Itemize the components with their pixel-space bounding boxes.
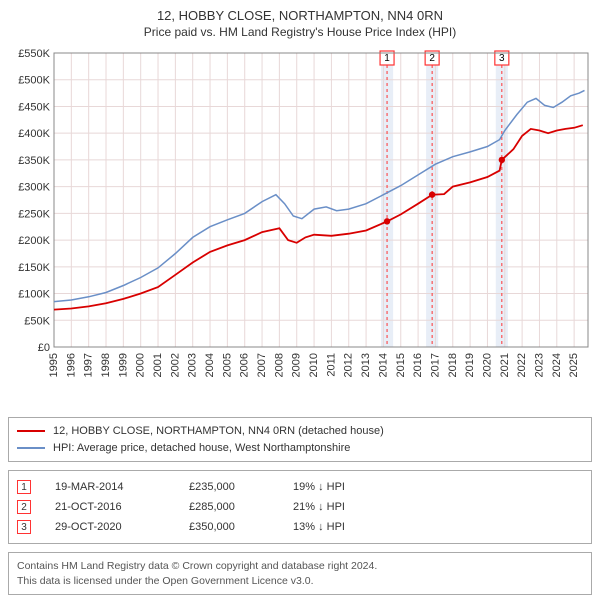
svg-text:£150K: £150K [18,262,50,274]
chart-svg: 1 2 3 £0 £50K £100K £150K £200K £250K £300K £350K £… [8,47,592,407]
svg-text:2001: 2001 [152,353,164,377]
event-delta: 21% ↓ HPI [293,501,345,513]
svg-text:2002: 2002 [169,353,181,377]
svg-text:£500K: £500K [18,75,50,87]
svg-text:£200K: £200K [18,235,50,247]
svg-text:1998: 1998 [100,353,112,377]
event-row: 1 19-MAR-2014 £235,000 19% ↓ HPI [17,477,583,497]
svg-text:2003: 2003 [187,353,199,377]
svg-text:2006: 2006 [239,353,251,377]
svg-text:£550K: £550K [18,48,50,60]
svg-text:2012: 2012 [343,353,355,377]
svg-text:£300K: £300K [18,182,50,194]
legend-label: HPI: Average price, detached house, West… [53,440,350,457]
legend-item: 12, HOBBY CLOSE, NORTHAMPTON, NN4 0RN (d… [17,423,583,440]
legend: 12, HOBBY CLOSE, NORTHAMPTON, NN4 0RN (d… [8,417,592,462]
svg-text:2000: 2000 [135,353,147,377]
svg-text:1999: 1999 [117,353,129,377]
event-price: £350,000 [189,521,269,533]
svg-text:2020: 2020 [481,353,493,377]
svg-text:2017: 2017 [429,353,441,377]
event-num: 3 [21,522,27,533]
svg-text:£100K: £100K [18,289,50,301]
svg-text:£450K: £450K [18,101,50,113]
chart-area: 1 2 3 £0 £50K £100K £150K £200K £250K £300K £350K £… [8,47,592,407]
svg-text:2025: 2025 [568,353,580,377]
svg-text:2009: 2009 [291,353,303,377]
event-marker-icon: 3 [17,520,31,534]
svg-text:£250K: £250K [18,208,50,220]
svg-text:2023: 2023 [533,353,545,377]
svg-text:2015: 2015 [395,353,407,377]
svg-text:2008: 2008 [273,353,285,377]
event-date: 29-OCT-2020 [55,521,165,533]
event-price: £235,000 [189,481,269,493]
svg-text:£50K: £50K [24,315,50,327]
chart-title: 12, HOBBY CLOSE, NORTHAMPTON, NN4 0RN [8,8,592,23]
svg-text:1995: 1995 [48,353,60,377]
chart-subtitle: Price paid vs. HM Land Registry's House … [8,25,592,39]
svg-text:3: 3 [499,53,505,64]
legend-swatch-red [17,430,45,432]
event-delta: 19% ↓ HPI [293,481,345,493]
event-price: £285,000 [189,501,269,513]
svg-text:2024: 2024 [551,353,563,377]
svg-text:2004: 2004 [204,353,216,377]
event-num: 2 [21,502,27,513]
attribution-line: Contains HM Land Registry data © Crown c… [17,559,583,574]
svg-text:2011: 2011 [325,353,337,377]
event-delta: 13% ↓ HPI [293,521,345,533]
attribution: Contains HM Land Registry data © Crown c… [8,552,592,595]
svg-text:£350K: £350K [18,155,50,167]
svg-text:1996: 1996 [65,353,77,377]
svg-text:2019: 2019 [464,353,476,377]
svg-text:£0: £0 [38,342,50,354]
event-marker-icon: 1 [17,480,31,494]
svg-text:2014: 2014 [377,353,389,377]
legend-swatch-blue [17,447,45,449]
svg-text:2007: 2007 [256,353,268,377]
svg-text:2016: 2016 [412,353,424,377]
event-date: 19-MAR-2014 [55,481,165,493]
attribution-line: This data is licensed under the Open Gov… [17,574,583,589]
svg-text:1: 1 [384,53,390,64]
svg-text:2010: 2010 [308,353,320,377]
svg-text:2013: 2013 [360,353,372,377]
event-num: 1 [21,482,27,493]
svg-text:2005: 2005 [221,353,233,377]
events-table: 1 19-MAR-2014 £235,000 19% ↓ HPI 2 21-OC… [8,470,592,544]
svg-text:2: 2 [429,53,435,64]
event-row: 2 21-OCT-2016 £285,000 21% ↓ HPI [17,497,583,517]
svg-text:£400K: £400K [18,128,50,140]
figure-wrapper: 12, HOBBY CLOSE, NORTHAMPTON, NN4 0RN Pr… [0,0,600,603]
legend-label: 12, HOBBY CLOSE, NORTHAMPTON, NN4 0RN (d… [53,423,384,440]
event-marker-icon: 2 [17,500,31,514]
legend-item: HPI: Average price, detached house, West… [17,440,583,457]
svg-text:2021: 2021 [499,353,511,377]
svg-text:2018: 2018 [447,353,459,377]
svg-text:2022: 2022 [516,353,528,377]
event-row: 3 29-OCT-2020 £350,000 13% ↓ HPI [17,517,583,537]
svg-text:1997: 1997 [83,353,95,377]
event-date: 21-OCT-2016 [55,501,165,513]
